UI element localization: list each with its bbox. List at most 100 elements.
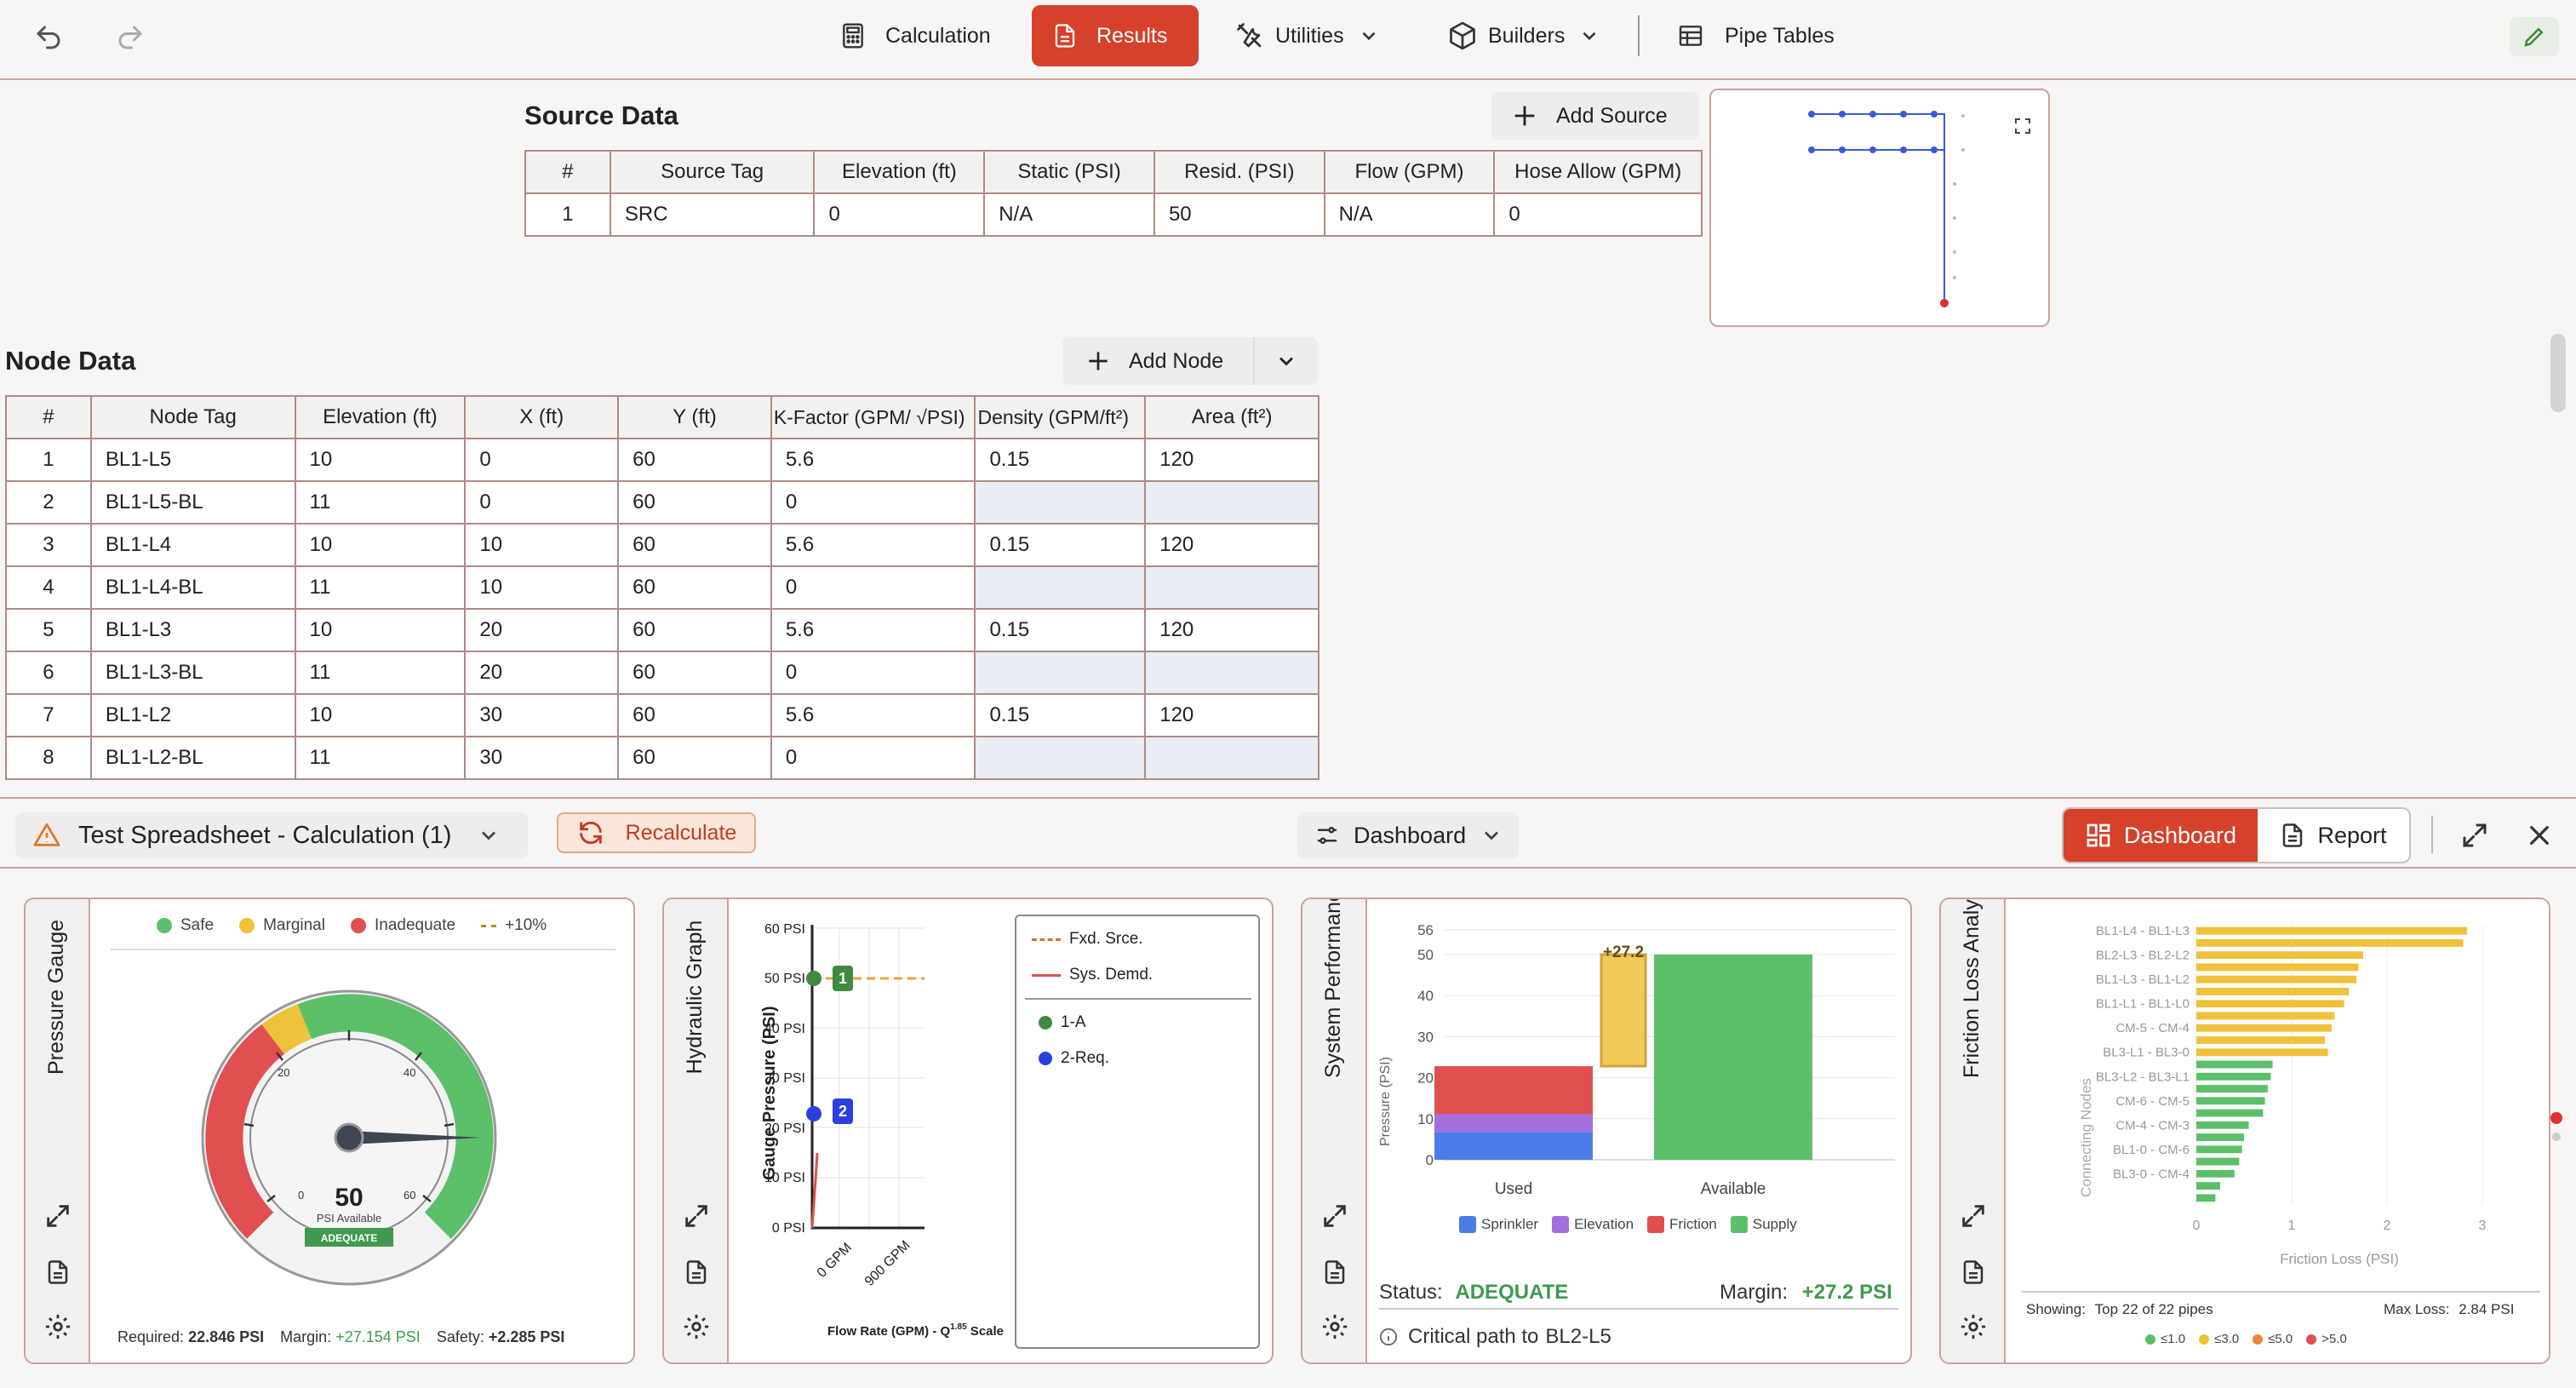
table-cell[interactable]: 10 [464, 523, 620, 567]
edit-button[interactable] [2510, 17, 2559, 56]
table-cell[interactable]: BL1-L5 [89, 438, 296, 482]
table-cell[interactable]: 0 [813, 192, 986, 237]
table-cell[interactable]: 10 [294, 608, 467, 652]
table-cell[interactable] [974, 565, 1147, 610]
network-minimap[interactable] [1709, 89, 2050, 327]
table-cell[interactable] [974, 480, 1147, 525]
tab-pipe-tables[interactable]: Pipe Tables [1655, 5, 1855, 66]
gear-icon[interactable] [1318, 1310, 1352, 1344]
table-cell[interactable]: 60 [617, 651, 772, 695]
add-node-menu-button[interactable] [1255, 337, 1318, 385]
table-cell[interactable]: 60 [617, 523, 772, 567]
table-cell[interactable]: 120 [1144, 608, 1319, 652]
table-cell[interactable]: 10 [294, 438, 467, 482]
tab-calculation[interactable]: Calculation [819, 5, 1011, 66]
expand-icon[interactable] [1318, 1199, 1352, 1233]
redo-icon[interactable] [107, 17, 153, 58]
table-cell[interactable]: 0.15 [974, 438, 1147, 482]
gear-icon[interactable] [679, 1310, 713, 1344]
table-cell[interactable]: 5.6 [770, 608, 976, 652]
report-toggle-button[interactable]: Report [2258, 809, 2409, 862]
table-cell[interactable]: 20 [464, 608, 620, 652]
table-cell[interactable]: 0 [770, 651, 976, 695]
tab-utilities[interactable]: Utilities [1214, 5, 1400, 66]
table-cell[interactable]: N/A [983, 192, 1155, 237]
table-cell[interactable]: 0 [464, 480, 620, 525]
table-cell[interactable]: SRC [609, 192, 816, 237]
page-indicator-dot[interactable] [2552, 1133, 2561, 1141]
gear-icon[interactable] [1956, 1310, 1990, 1344]
expand-icon[interactable] [1956, 1199, 1990, 1233]
maximize-icon[interactable] [2455, 816, 2494, 855]
table-cell[interactable] [974, 736, 1147, 780]
table-cell[interactable]: BL1-L3 [89, 608, 296, 652]
table-cell[interactable]: BL1-L5-BL [89, 480, 296, 525]
table-cell[interactable]: N/A [1323, 192, 1496, 237]
gear-icon[interactable] [41, 1310, 75, 1344]
table-cell[interactable]: 10 [294, 523, 467, 567]
table-cell[interactable]: 0 [770, 565, 976, 610]
table-cell[interactable] [1144, 651, 1319, 695]
table-cell[interactable]: 60 [617, 565, 772, 610]
table-cell[interactable]: 20 [464, 651, 620, 695]
tab-builders[interactable]: Builders [1427, 5, 1621, 66]
table-cell[interactable] [1144, 480, 1319, 525]
table-cell[interactable]: 0.15 [974, 608, 1147, 652]
table-cell[interactable]: BL1-L4 [89, 523, 296, 567]
table-cell[interactable]: 50 [1153, 192, 1325, 237]
table-cell[interactable]: 60 [617, 438, 772, 482]
table-cell[interactable]: 10 [294, 693, 467, 737]
add-source-button[interactable]: Add Source [1491, 92, 1699, 140]
table-cell[interactable]: BL1-L2-BL [89, 736, 296, 780]
table-cell[interactable]: 11 [294, 651, 467, 695]
table-cell[interactable]: 60 [617, 480, 772, 525]
table-cell[interactable]: 5.6 [770, 438, 976, 482]
view-selector[interactable]: Dashboard [1297, 812, 1519, 858]
dashboard-toggle-button[interactable]: Dashboard [2064, 809, 2258, 862]
table-cell[interactable]: 11 [294, 736, 467, 780]
table-cell[interactable]: 10 [464, 565, 620, 610]
table-cell[interactable]: 0.15 [974, 693, 1147, 737]
table-cell[interactable]: 5.6 [770, 523, 976, 567]
table-cell[interactable]: BL1-L2 [89, 693, 296, 737]
add-node-button[interactable]: Add Node [1062, 337, 1253, 385]
table-cell[interactable]: 30 [464, 736, 620, 780]
page-indicator-dot[interactable] [2550, 1112, 2562, 1124]
table-cell[interactable]: 120 [1144, 523, 1319, 567]
undo-icon[interactable] [26, 17, 72, 58]
table-cell[interactable]: 11 [294, 480, 467, 525]
table-cell[interactable]: 0 [464, 438, 620, 482]
table-cell[interactable] [1144, 565, 1319, 610]
page-scrollbar[interactable] [2550, 334, 2566, 412]
table-cell[interactable]: 0 [1493, 192, 1703, 237]
expand-icon[interactable] [2006, 109, 2040, 143]
table-cell[interactable] [974, 651, 1147, 695]
table-cell[interactable]: 0 [770, 480, 976, 525]
tab-results[interactable]: Results [1032, 5, 1199, 66]
table-cell[interactable]: 60 [617, 693, 772, 737]
table-cell[interactable]: 120 [1144, 438, 1319, 482]
panel-rail: Pressure Gauge [26, 899, 90, 1362]
table-cell[interactable]: 11 [294, 565, 467, 610]
expand-icon[interactable] [41, 1199, 75, 1233]
table-cell[interactable]: 30 [464, 693, 620, 737]
tab-calculation-label: Calculation [885, 23, 991, 48]
table-cell[interactable]: 60 [617, 608, 772, 652]
sheet-selector[interactable]: Test Spreadsheet - Calculation (1) [15, 812, 528, 858]
table-cell[interactable]: 0.15 [974, 523, 1147, 567]
report-icon[interactable] [1318, 1255, 1352, 1289]
table-cell[interactable]: 0 [770, 736, 976, 780]
close-icon[interactable] [2520, 816, 2559, 855]
table-cell[interactable]: BL1-L4-BL [89, 565, 296, 610]
report-icon[interactable] [41, 1255, 75, 1289]
report-icon[interactable] [1956, 1255, 1990, 1289]
table-cell[interactable] [1144, 736, 1319, 780]
recalculate-button[interactable]: Recalculate [557, 812, 756, 853]
table-cell[interactable]: BL1-L3-BL [89, 651, 296, 695]
report-icon[interactable] [679, 1255, 713, 1289]
node-table-scroll[interactable]: # Node Tag Elevation (ft) X (ft) Y (ft) … [5, 395, 1319, 787]
table-cell[interactable]: 5.6 [770, 693, 976, 737]
expand-icon[interactable] [679, 1199, 713, 1233]
table-cell[interactable]: 60 [617, 736, 772, 780]
table-cell[interactable]: 120 [1144, 693, 1319, 737]
